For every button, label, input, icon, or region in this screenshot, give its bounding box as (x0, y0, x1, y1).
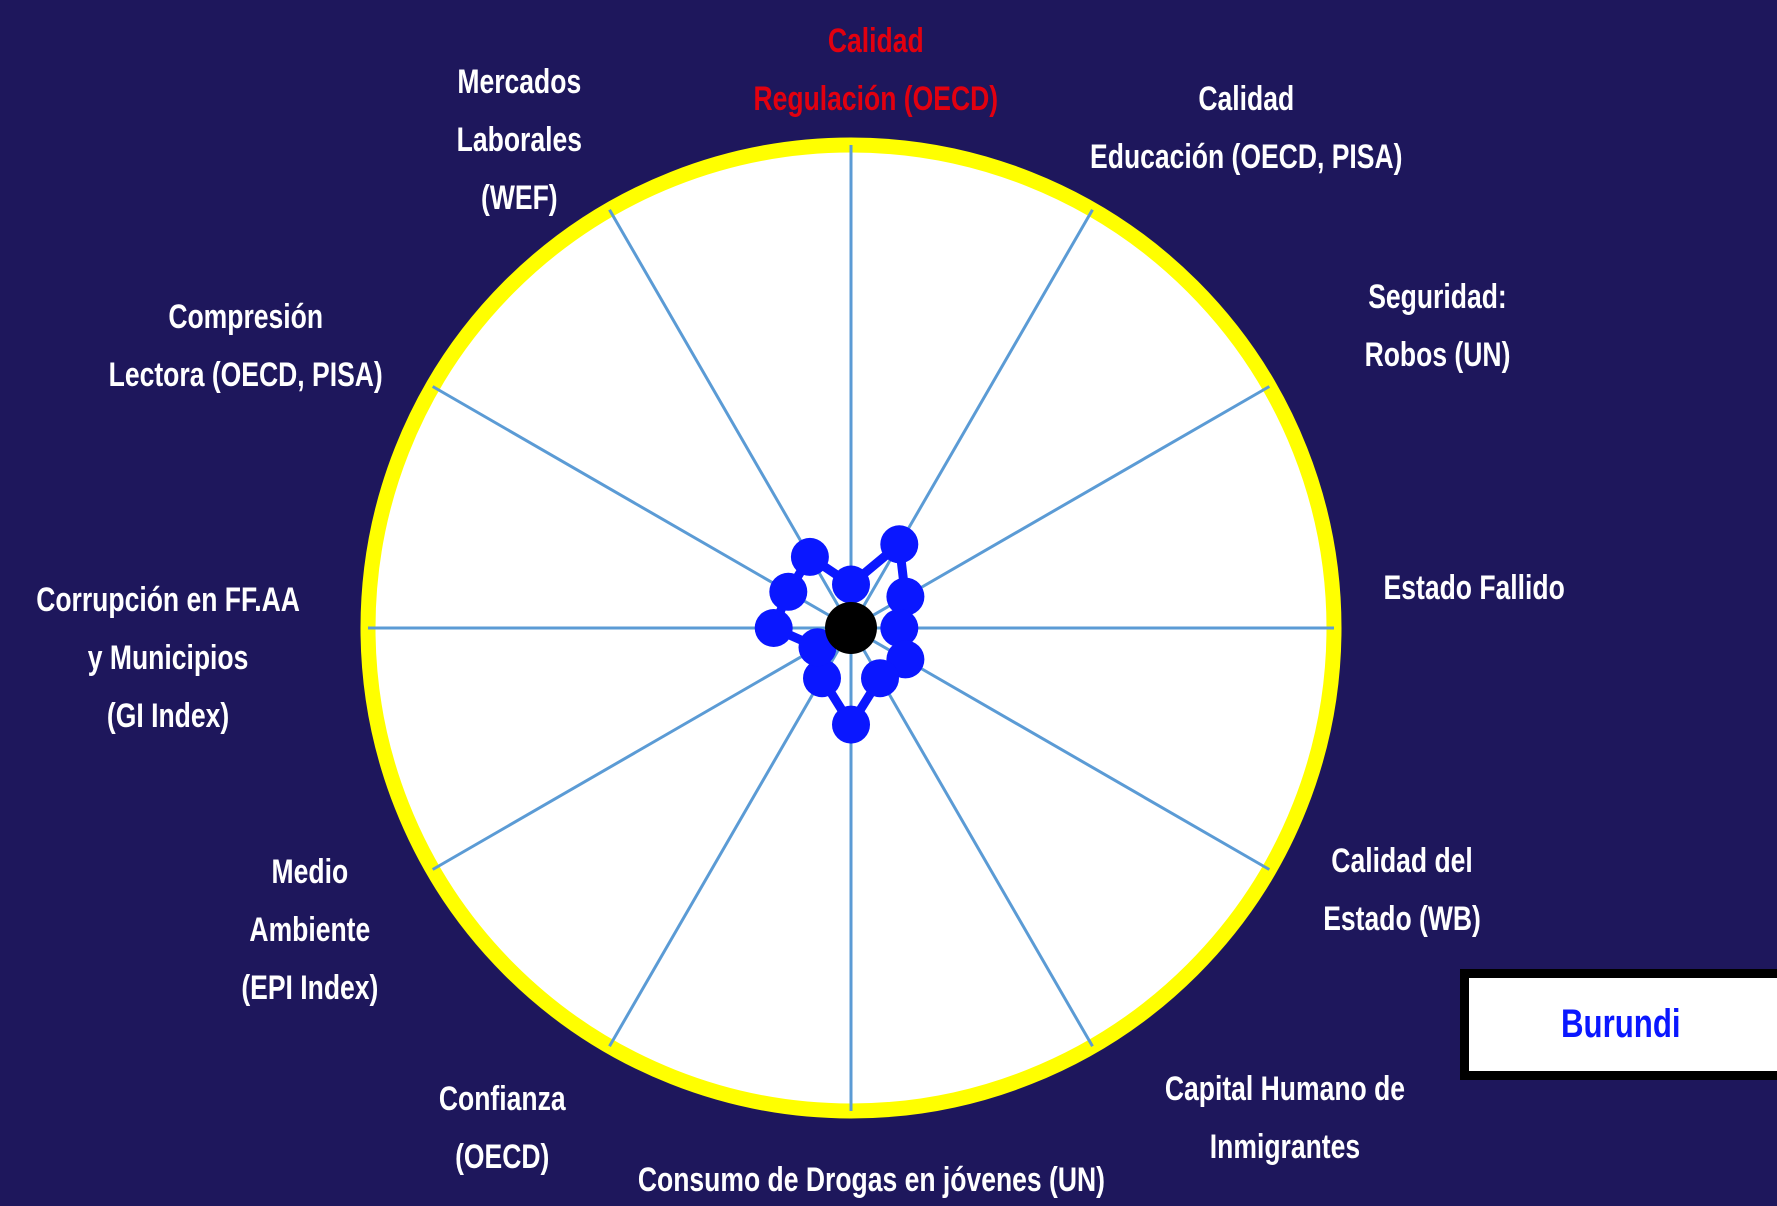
axis-label: Confianza (OECD) (438, 1080, 566, 1176)
legend-box: Burundi (1460, 969, 1777, 1080)
axis-label: Capital Humano de Inmigrantes (1164, 1070, 1406, 1166)
data-point (880, 609, 919, 647)
legend-country-label: Burundi (1561, 1002, 1681, 1046)
axis-label: Corrupción en FF.AA y Municipios (GI Ind… (36, 581, 300, 735)
center-dot (825, 602, 877, 654)
data-point (754, 609, 793, 647)
axis-spoke (431, 626, 852, 871)
axis-label: Estado Fallido (1383, 569, 1565, 607)
data-point (832, 565, 870, 604)
axis-label: Medio Ambiente (EPI Index) (241, 853, 379, 1007)
axis-spoke (608, 627, 853, 1048)
data-point (886, 577, 925, 616)
axis-label: Calidad Educación (OECD, PISA) (1089, 80, 1402, 176)
data-point (790, 537, 829, 576)
axis-label: Compresión Lectora (OECD, PISA) (108, 298, 383, 394)
data-point (832, 705, 870, 744)
data-point (880, 525, 919, 564)
axis-label: Seguridad: Robos (UN) (1364, 278, 1510, 374)
data-point (861, 659, 899, 698)
data-point (769, 572, 808, 611)
axis-label: Calidad del Estado (WB) (1323, 842, 1481, 938)
axis-label: Calidad Regulación (OECD) (753, 22, 999, 118)
data-point (803, 659, 841, 698)
axis-label: Mercados Laborales (WEF) (456, 63, 582, 217)
axis-spoke (849, 627, 1094, 1048)
axis-label: Consumo de Drogas en jóvenes (UN) (637, 1161, 1105, 1199)
